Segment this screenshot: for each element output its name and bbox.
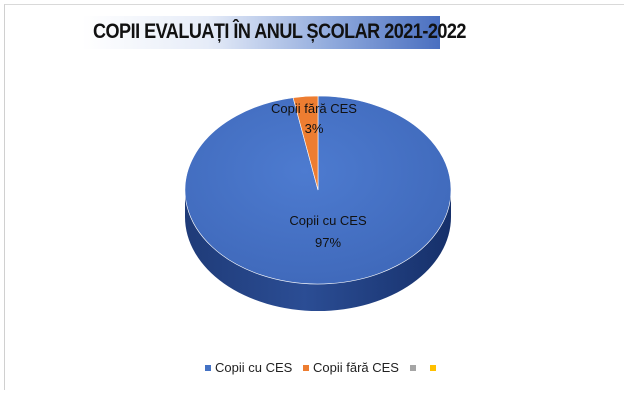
slice-label-name-2: Copii fără CES: [271, 101, 357, 116]
slice-label-percent-1: 97%: [315, 235, 341, 250]
pie-slice-2: [292, 95, 319, 191]
legend-swatch-3: [410, 365, 416, 371]
slice-labels: Copii cu CES 97% Copii fără CES 3%: [271, 101, 367, 250]
chart-frame: [4, 4, 624, 390]
slice-label-name-1: Copii cu CES: [289, 213, 367, 228]
title-background: [82, 16, 440, 49]
legend-label-1: Copii cu CES: [215, 360, 293, 375]
legend-swatch-2: [303, 365, 309, 371]
legend-label-2: Copii fără CES: [313, 360, 399, 375]
pie-group: [184, 95, 452, 311]
legend: Copii cu CES Copii fără CES: [205, 360, 436, 375]
legend-swatch-4: [430, 365, 436, 371]
chart-title: COPII EVALUAȚI ÎN ANUL ȘCOLAR 2021-2022: [93, 20, 466, 43]
pie-side-wall: [185, 190, 451, 311]
legend-swatch-1: [205, 365, 211, 371]
slice-label-percent-2: 3%: [305, 121, 324, 136]
